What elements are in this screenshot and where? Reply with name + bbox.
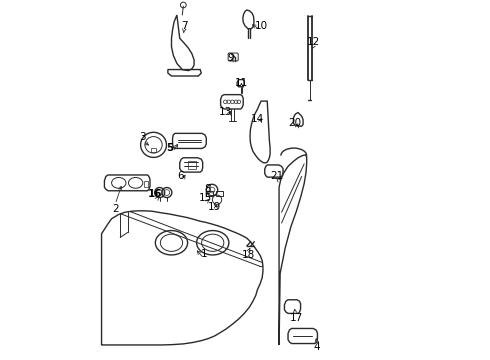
Text: 20: 20 bbox=[289, 118, 302, 128]
Text: 12: 12 bbox=[307, 37, 320, 47]
Text: 15: 15 bbox=[199, 193, 212, 203]
Text: 6: 6 bbox=[177, 171, 184, 181]
Text: 21: 21 bbox=[270, 171, 284, 181]
Text: 18: 18 bbox=[242, 250, 255, 260]
Text: 7: 7 bbox=[181, 21, 187, 31]
Text: 3: 3 bbox=[140, 132, 146, 142]
Text: 4: 4 bbox=[314, 342, 320, 352]
Text: 10: 10 bbox=[255, 21, 268, 31]
Text: 13: 13 bbox=[219, 107, 232, 117]
Text: 5: 5 bbox=[166, 143, 173, 153]
Text: 19: 19 bbox=[208, 202, 221, 212]
Text: 9: 9 bbox=[227, 53, 234, 63]
Text: 11: 11 bbox=[235, 78, 248, 88]
Text: 8: 8 bbox=[204, 184, 211, 194]
Text: 2: 2 bbox=[112, 204, 119, 214]
Bar bbox=[206, 192, 214, 197]
Text: 14: 14 bbox=[251, 114, 264, 124]
Text: 16: 16 bbox=[148, 189, 163, 199]
Bar bbox=[188, 161, 196, 169]
Text: 17: 17 bbox=[290, 313, 303, 323]
Bar bbox=[151, 148, 156, 152]
Bar bbox=[216, 192, 223, 197]
Text: 1: 1 bbox=[200, 248, 207, 258]
Bar bbox=[144, 181, 148, 187]
